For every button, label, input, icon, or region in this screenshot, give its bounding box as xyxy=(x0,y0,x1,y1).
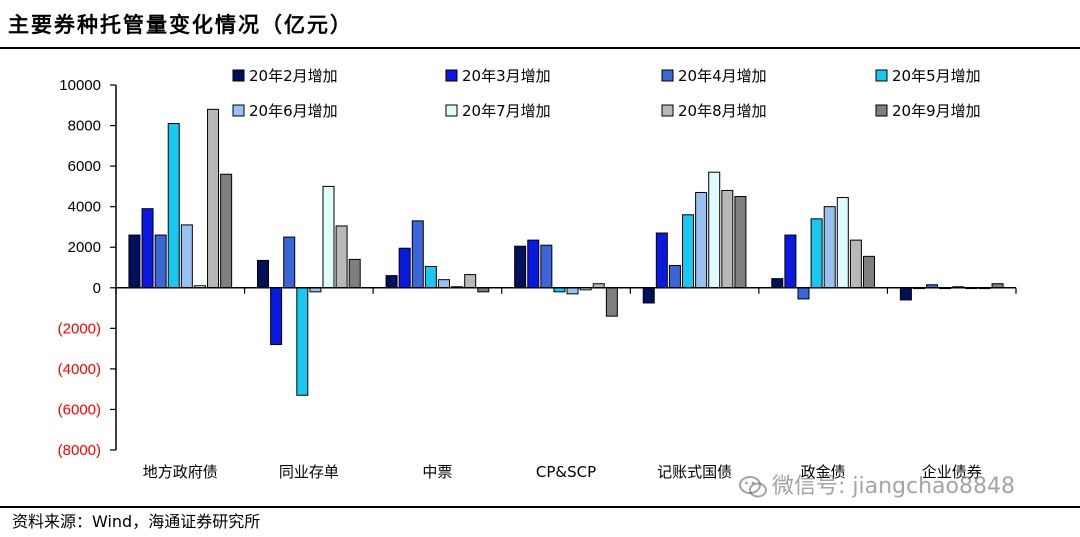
legend-label: 20年2月增加 xyxy=(249,67,338,85)
category-label: 中票 xyxy=(422,463,452,481)
bar xyxy=(437,279,450,289)
bar xyxy=(167,123,180,289)
y-axis: 10000 8000 6000 4000 2000 0 (2000) (4000) (6000)… xyxy=(58,77,117,459)
bar xyxy=(141,208,154,289)
legend-swatch xyxy=(875,104,888,117)
bar xyxy=(682,214,695,289)
bar xyxy=(708,171,721,289)
y-tick-label: 6000 xyxy=(68,158,101,175)
legend-item: 20年6月增加 xyxy=(232,102,338,120)
legend-item: 20年8月增加 xyxy=(661,102,767,120)
bar xyxy=(283,236,296,289)
bar xyxy=(566,287,579,295)
bar xyxy=(411,220,424,289)
bar xyxy=(385,275,398,289)
bar xyxy=(695,191,708,289)
legend-label: 20年8月增加 xyxy=(678,102,767,120)
bar xyxy=(668,264,681,289)
legend-swatch xyxy=(232,69,245,82)
bar xyxy=(797,287,810,300)
category-label: 记账式国债 xyxy=(657,463,732,481)
legend-label: 20年3月增加 xyxy=(462,67,551,85)
wechat-icon xyxy=(738,474,768,500)
bar xyxy=(464,274,477,289)
category-label: 政金债 xyxy=(801,463,846,481)
legend-item: 20年4月增加 xyxy=(661,67,767,85)
bar xyxy=(322,185,335,289)
legend-swatch xyxy=(661,69,674,82)
bar xyxy=(862,255,875,289)
bar xyxy=(540,244,553,289)
category-label: CP&SCP xyxy=(536,463,596,481)
x-axis xyxy=(115,287,1017,294)
legend-label: 20年7月增加 xyxy=(462,102,551,120)
bar xyxy=(348,258,361,289)
legend-item: 20年3月增加 xyxy=(445,67,551,85)
legend-item: 20年5月增加 xyxy=(875,67,981,85)
bar xyxy=(605,287,618,317)
bar xyxy=(398,247,411,289)
category-label: 同业存单 xyxy=(279,463,339,481)
legend-swatch xyxy=(875,69,888,82)
legend-item: 20年9月增加 xyxy=(875,102,981,120)
bar xyxy=(771,278,784,289)
footer-divider xyxy=(0,506,1080,508)
page-title: 主要券种托管量变化情况（亿元） xyxy=(8,13,353,37)
watermark-text: 微信号: jiangchao8848 xyxy=(772,474,1015,499)
bar xyxy=(257,259,270,289)
bar xyxy=(836,197,849,289)
bar-series-group xyxy=(128,108,1004,396)
bar xyxy=(220,173,233,289)
bar-chart: 20年2月增加 20年3月增加 20年4月增加 20年5月增加 20年6月增加 20年7月… xyxy=(58,67,1017,481)
bar xyxy=(823,206,836,289)
y-tick-label: (6000) xyxy=(58,401,101,418)
bar xyxy=(527,239,540,289)
y-tick-label: 10000 xyxy=(59,77,101,94)
y-tick-label: 8000 xyxy=(68,118,101,135)
y-tick-label: 0 xyxy=(93,280,101,297)
legend-swatch xyxy=(232,104,245,117)
bar xyxy=(207,108,220,289)
category-labels: 地方政府债 同业存单 中票 CP&SCP 记账式国债 政金债 企业债券 xyxy=(143,463,982,481)
legend-label: 20年6月增加 xyxy=(249,102,338,120)
y-tick-label: 4000 xyxy=(68,199,101,216)
legend-label: 20年4月增加 xyxy=(678,67,767,85)
y-tick-label: 2000 xyxy=(68,239,101,256)
bar xyxy=(128,234,141,289)
bar xyxy=(899,287,912,301)
bar xyxy=(296,287,309,396)
bar xyxy=(270,287,283,346)
bar xyxy=(784,234,797,289)
bar xyxy=(424,265,437,289)
bar xyxy=(721,189,734,289)
bar xyxy=(810,218,823,289)
category-label: 企业债券 xyxy=(922,463,982,481)
legend-swatch xyxy=(445,69,458,82)
legend-item: 20年2月增加 xyxy=(232,67,338,85)
chart-legend: 20年2月增加 20年3月增加 20年4月增加 20年5月增加 20年6月增加 20年7月… xyxy=(232,67,981,120)
y-tick-label: (8000) xyxy=(58,442,101,459)
legend-label: 20年9月增加 xyxy=(892,102,981,120)
y-tick-label: (2000) xyxy=(58,320,101,337)
bar xyxy=(514,245,527,289)
bar xyxy=(642,287,655,304)
category-label: 地方政府债 xyxy=(143,463,218,481)
source-note: 资料来源：Wind，海通证券研究所 xyxy=(12,512,261,531)
bar xyxy=(335,225,348,289)
title-divider xyxy=(0,47,1080,49)
watermark: 微信号: jiangchao8848 xyxy=(738,470,1015,504)
bar xyxy=(849,239,862,289)
legend-item: 20年7月增加 xyxy=(445,102,551,120)
legend-swatch xyxy=(445,104,458,117)
bar xyxy=(734,196,747,289)
legend-swatch xyxy=(661,104,674,117)
legend-label: 20年5月增加 xyxy=(892,67,981,85)
bar xyxy=(154,234,167,289)
bar xyxy=(180,224,193,289)
bar xyxy=(655,232,668,289)
y-tick-label: (4000) xyxy=(58,361,101,378)
